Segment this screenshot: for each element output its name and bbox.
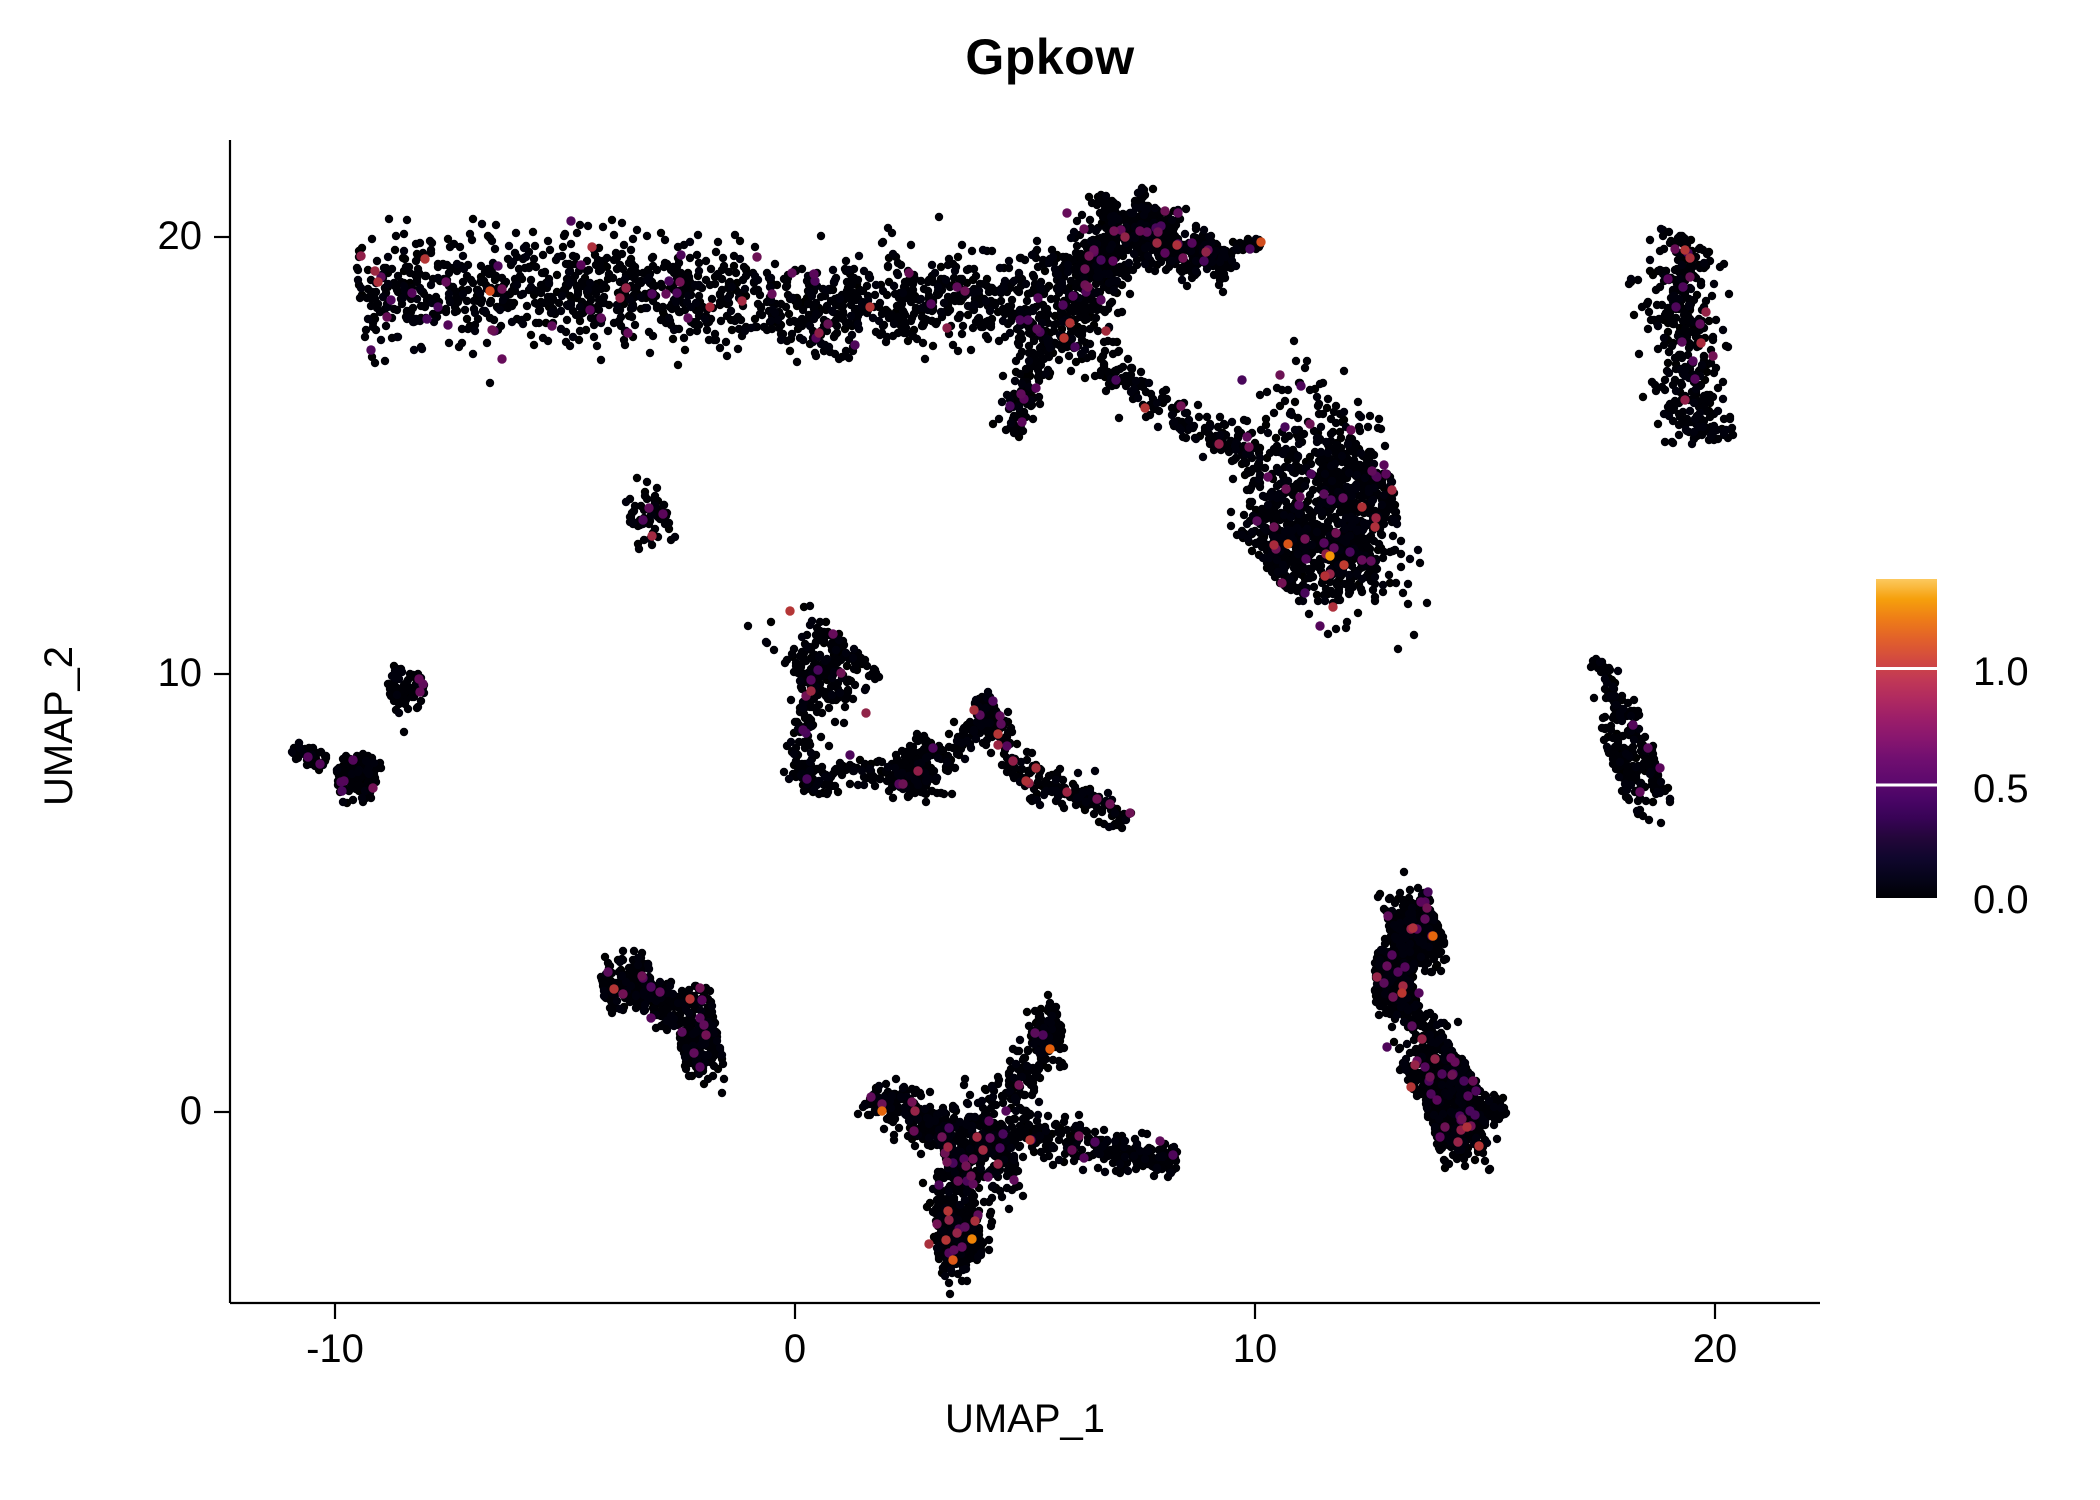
svg-text:0: 0	[180, 1089, 202, 1133]
svg-text:UMAP_2: UMAP_2	[37, 646, 81, 806]
svg-text:0: 0	[784, 1327, 806, 1371]
svg-text:10: 10	[158, 651, 203, 695]
svg-text:UMAP_1: UMAP_1	[945, 1397, 1105, 1441]
svg-text:-10: -10	[306, 1327, 364, 1371]
svg-text:20: 20	[1693, 1327, 1738, 1371]
svg-text:10: 10	[1233, 1327, 1278, 1371]
svg-text:20: 20	[158, 214, 203, 258]
